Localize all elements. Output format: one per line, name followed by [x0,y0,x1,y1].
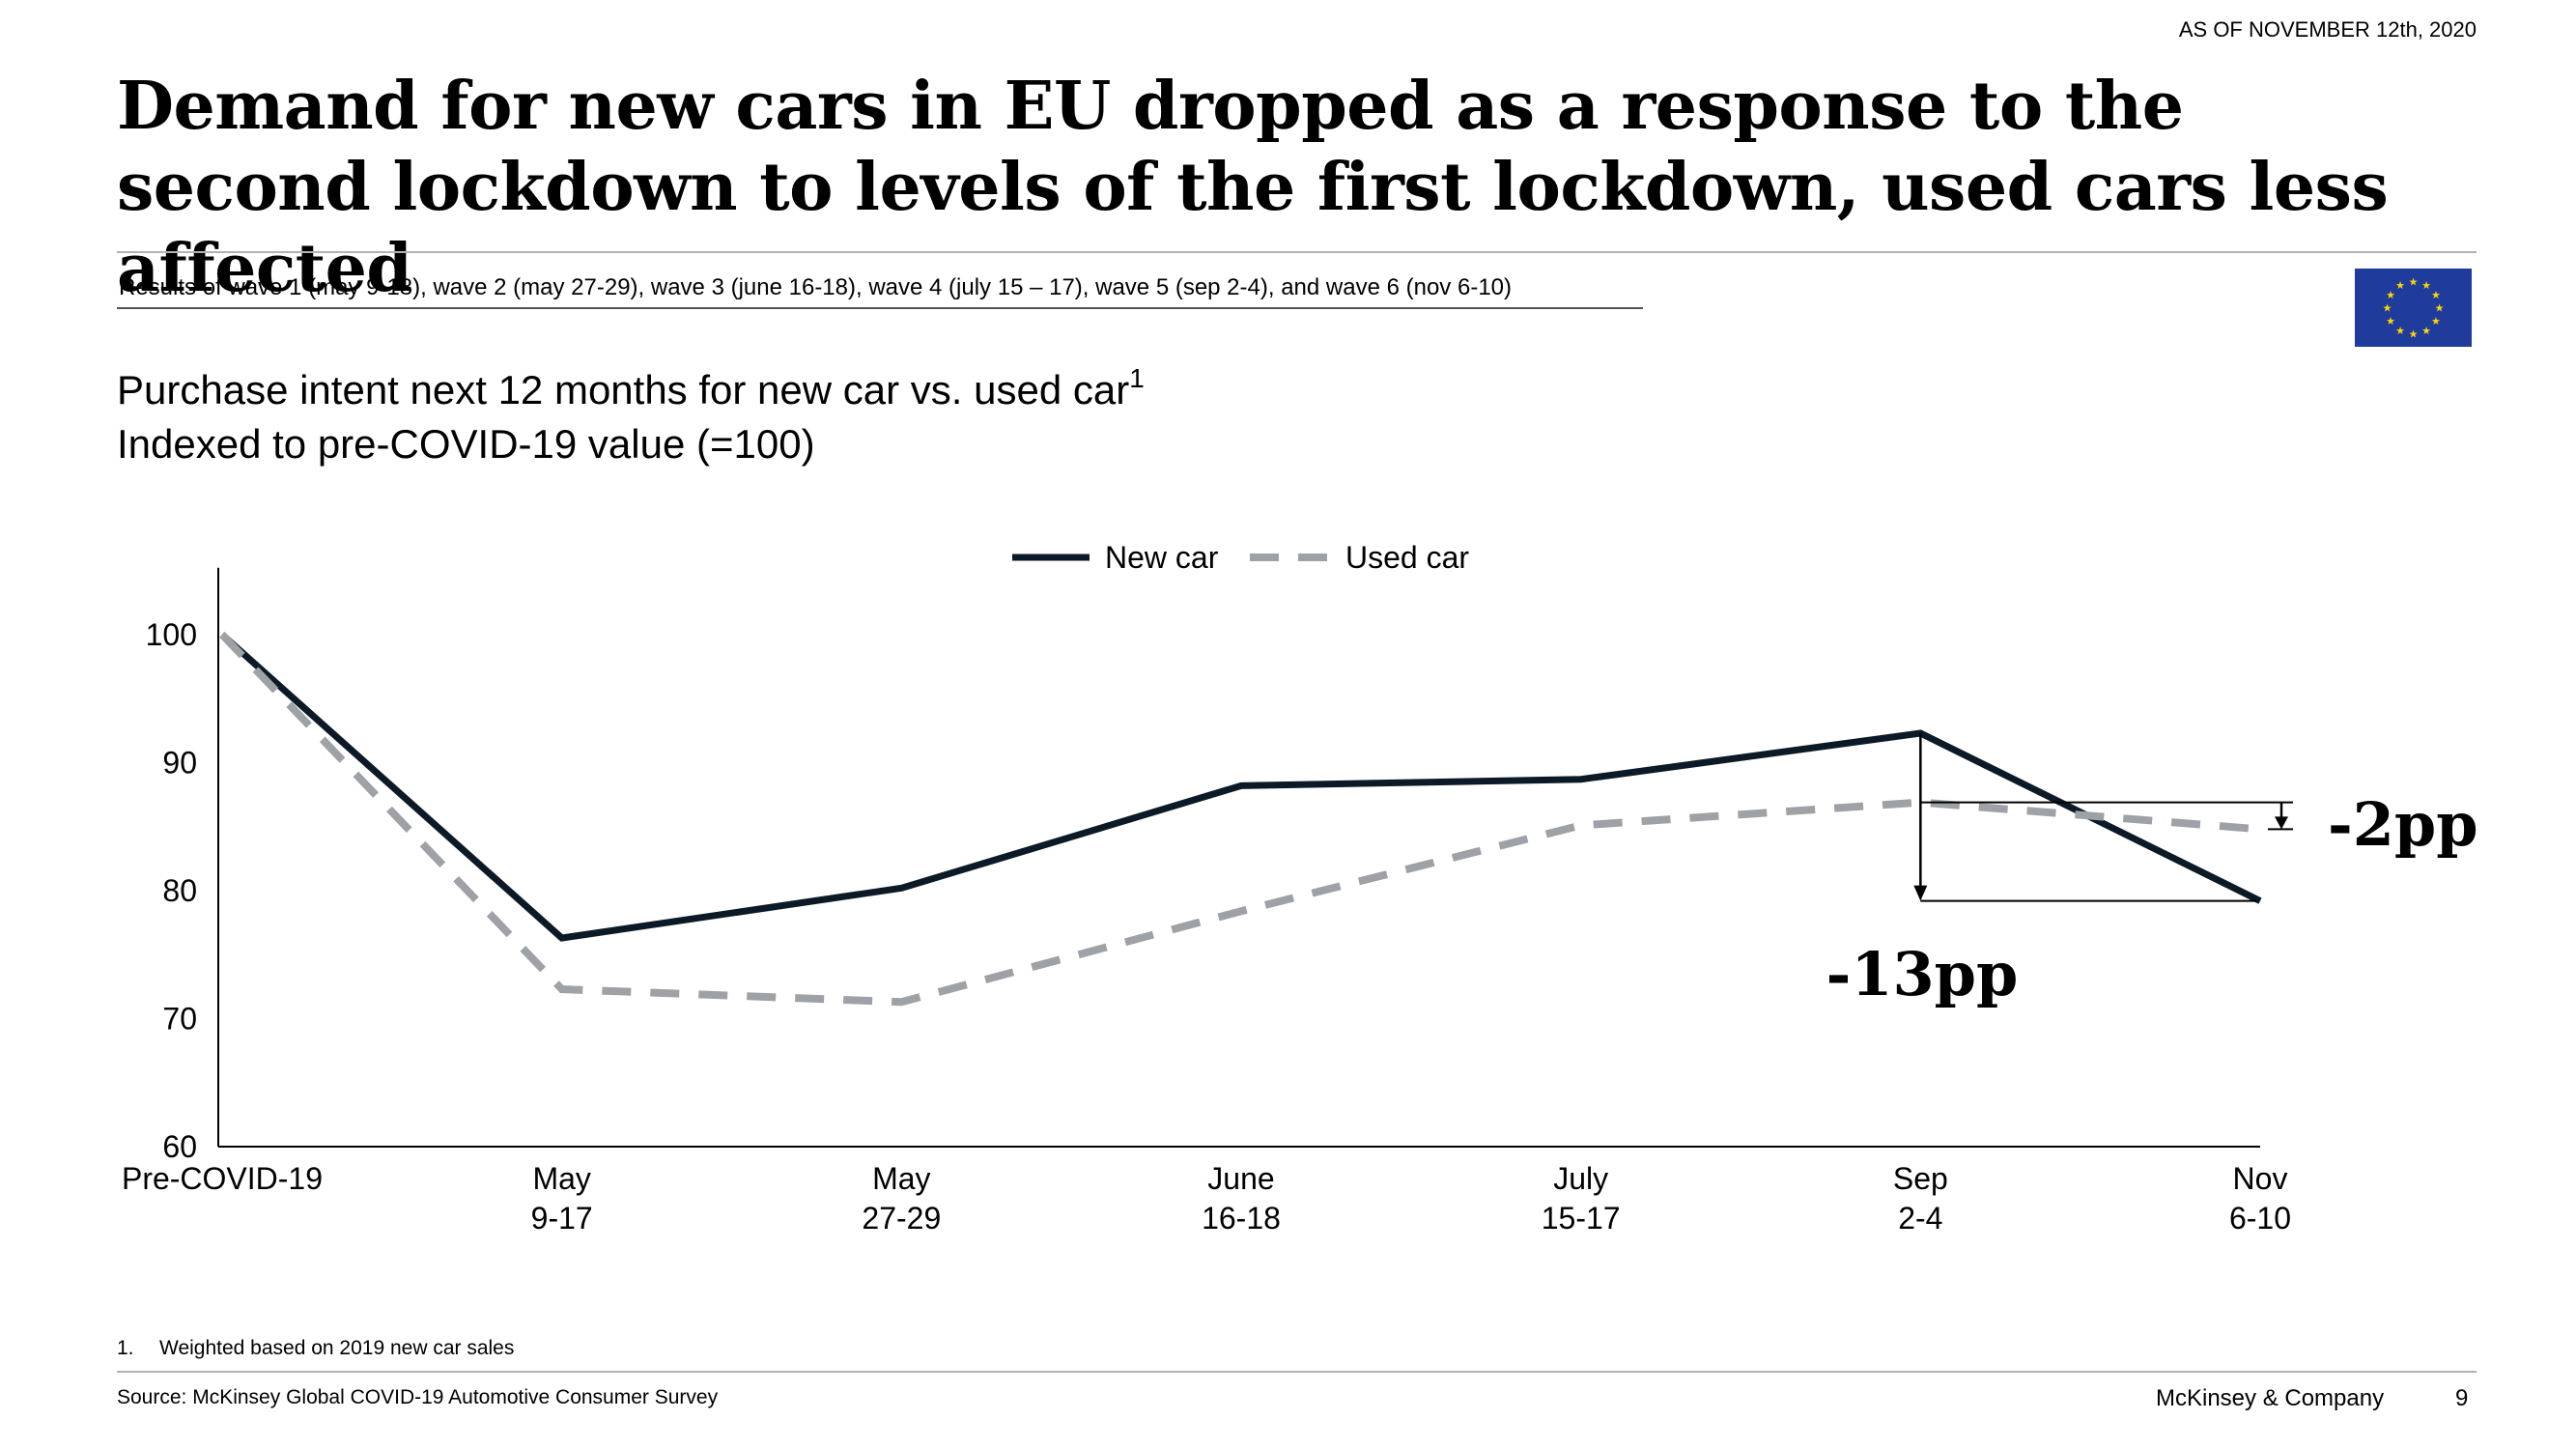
x-tick-sublabel: 27-29 [862,1201,941,1236]
x-tick-sublabel: 16-18 [1202,1201,1281,1236]
drop-13pp-arrowhead [1913,885,1928,901]
flag-star-icon: ★ [2431,289,2441,301]
chart-heading-text: Purchase intent next 12 months for new c… [117,367,1130,412]
y-tick-label: 60 [162,1129,197,1164]
flag-star-icon: ★ [2409,276,2419,289]
flag-star-icon: ★ [2386,315,2395,327]
drop-13pp-label: -13pp [1826,939,2019,1009]
purchase-intent-chart: New car Used car 60 70 80 90 100 Pre-COVID-19… [122,540,2478,1236]
x-tick-label: May [532,1161,590,1196]
chart-axes [217,567,2260,1148]
title-divider [117,251,2477,253]
y-tick-label: 90 [162,746,197,781]
x-tick-label: Pre-COVID-19 [122,1161,323,1196]
drop-2pp-arrowhead [2275,816,2288,830]
y-axis-ticks: 60 70 80 90 100 [146,617,197,1164]
x-tick-label: Nov [2233,1161,2288,1196]
survey-waves-subtitle: Results of wave 1 (may 9-18), wave 2 (ma… [119,274,1513,300]
x-axis-labels: Pre-COVID-19 May 9-17 May 27-29 June 16-18 July… [122,1161,2291,1236]
footnote-number: 1. [117,1337,134,1359]
legend-label-new-car: New car [1105,540,1219,575]
flag-star-icon: ★ [2395,279,2405,292]
footnote-marker: 1 [1129,363,1145,393]
date-stamp: AS OF NOVEMBER 12th, 2020 [2178,17,2477,42]
x-tick-label: June [1207,1161,1274,1196]
page-number: 9 [2455,1385,2469,1411]
drop-2pp-label: -2pp [2328,789,2478,860]
x-tick-sublabel: 9-17 [531,1201,593,1236]
footnote: 1. Weighted based on 2019 new car sales [117,1337,514,1360]
source-note: Source: McKinsey Global COVID-19 Automot… [117,1386,719,1408]
x-tick-label: Sep [1893,1161,1948,1196]
flag-star-icon: ★ [2421,279,2431,292]
y-tick-label: 70 [162,1002,197,1037]
chart-heading-line2: Indexed to pre-COVID-19 value (=100) [117,421,815,467]
x-tick-label: July [1553,1161,1608,1196]
flag-star-icon: ★ [2383,302,2392,315]
subtitle-underline [117,307,1643,309]
eu-flag-icon: ★ ★ ★ ★ ★ ★ ★ ★ ★ ★ ★ ★ [2355,269,2472,347]
used-car-series-line [219,632,2261,1007]
legend: New car Used car [1012,540,1469,575]
footer-divider [117,1371,2477,1373]
chart-heading-line1: Purchase intent next 12 months for new c… [117,363,1145,413]
flag-star-icon: ★ [2431,315,2441,327]
page-title: Demand for new cars in EU dropped as a r… [117,68,2389,307]
flag-star-icon: ★ [2386,289,2395,301]
x-tick-sublabel: 6-10 [2229,1201,2291,1236]
company-name: McKinsey & Company [2156,1385,2385,1411]
y-tick-label: 100 [146,617,197,652]
flag-star-icon: ★ [2395,325,2405,337]
chart-annotations: -13pp -2pp [1826,733,2478,1009]
x-tick-sublabel: 2-4 [1898,1201,1942,1236]
new-car-series-line [219,632,2262,942]
flag-star-icon: ★ [2409,328,2419,341]
y-tick-label: 80 [162,873,197,908]
flag-star-icon: ★ [2421,325,2431,337]
legend-label-used-car: Used car [1345,540,1469,575]
footnote-text: Weighted based on 2019 new car sales [159,1337,515,1359]
flag-star-icon: ★ [2435,302,2445,315]
x-tick-sublabel: 15-17 [1542,1201,1621,1236]
x-tick-label: May [872,1161,930,1196]
